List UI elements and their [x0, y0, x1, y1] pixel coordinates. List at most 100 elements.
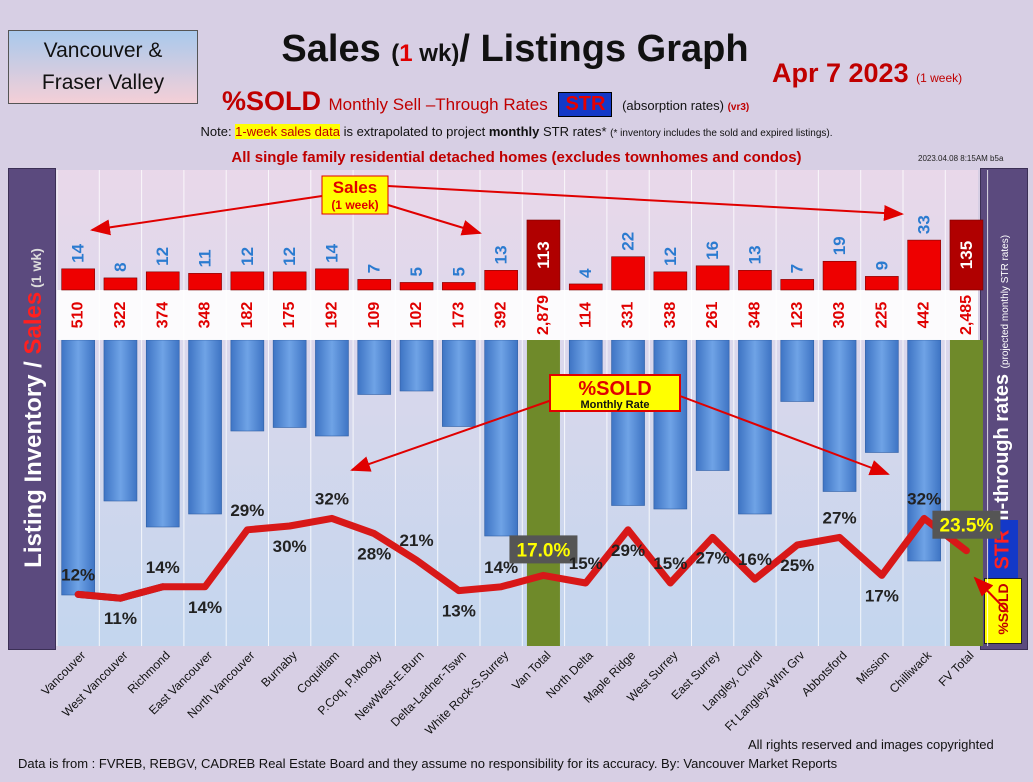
sales-value-label: 14: [69, 243, 88, 262]
sales-value-label: 5: [407, 267, 426, 276]
sales-bar: [399, 282, 434, 291]
sales-value-label: 11: [196, 249, 215, 267]
inventory-bar: [780, 339, 815, 402]
inventory-value-label: 303: [831, 302, 848, 329]
inventory-value-label: 510: [70, 302, 87, 329]
region-box: Vancouver & Fraser Valley: [8, 30, 198, 104]
sales-value-label: 12: [280, 247, 299, 266]
sales-bar: [442, 282, 476, 291]
str-value-label: 16%: [738, 550, 772, 569]
str-value-label: 17%: [865, 586, 899, 605]
str-value-label: 27%: [823, 508, 857, 527]
footer-source: Data is from : FVREB, REBGV, CADREB Real…: [18, 756, 838, 771]
subtitle-str-badge: STR: [558, 92, 613, 117]
inventory-bar: [399, 339, 434, 392]
sales-value-label: 4: [576, 268, 595, 278]
str-value-label: 14%: [188, 598, 222, 617]
date-small: (1 week): [916, 71, 963, 85]
inventory-value-label: 182: [239, 302, 256, 329]
note-line: Note: 1-week sales data is extrapolated …: [0, 124, 1033, 139]
subtitle-text: Monthly Sell –Through Rates: [328, 95, 553, 114]
sales-bar: [822, 260, 857, 291]
inventory-bar: [611, 339, 645, 506]
str-value-label: 29%: [230, 501, 264, 520]
inventory-bar: [272, 339, 307, 428]
str-value-label: 25%: [780, 556, 814, 575]
category-label: Burnaby: [258, 648, 300, 690]
inventory-bar: [103, 339, 138, 502]
sales-value-label: 19: [830, 236, 849, 255]
inventory-value-label: 173: [450, 302, 467, 329]
inventory-bar: [315, 339, 349, 437]
sold-arrow-1: [350, 399, 553, 472]
sales-value-label: 22: [619, 232, 638, 251]
inventory-value-label: 192: [323, 302, 340, 329]
str-value-label: 11%: [104, 609, 137, 628]
sales-callout-box: [321, 175, 389, 215]
category-label: Ft Langley-Wlnt Grv: [722, 648, 807, 733]
category-label: FV Total: [936, 648, 977, 689]
sales-value-label: 14: [322, 243, 341, 262]
sales-bar: [526, 219, 561, 291]
sales-value-label: 33: [915, 215, 934, 234]
sales-bar: [611, 256, 645, 291]
sales-value-label: 8: [111, 262, 130, 271]
sales-arrow-2: [387, 204, 482, 236]
subtitle: %SOLD Monthly Sell –Through Rates STR (a…: [222, 86, 749, 117]
sales-callout-title: Sales: [333, 178, 377, 197]
inventory-value-label: 114: [577, 302, 594, 328]
note-highlight: 1-week sales data: [235, 124, 340, 139]
sales-bar: [272, 271, 307, 291]
inventory-bar: [822, 339, 857, 492]
str-value-label: 27%: [696, 548, 730, 567]
inventory-bar: [738, 339, 772, 515]
str-value-label: 13%: [442, 602, 476, 621]
timestamp: 2023.04.08 8:15AM b5a: [918, 154, 1004, 163]
str-total-box: [932, 510, 1001, 539]
sales-bar: [61, 268, 95, 291]
inventory-bar: [61, 339, 95, 596]
sales-value-label: 5: [449, 267, 468, 276]
sales-bar: [949, 219, 984, 291]
note-a: Note:: [200, 124, 236, 139]
str-total-label: 17.0%: [517, 540, 571, 561]
sales-bar: [907, 239, 941, 291]
subtitle-pct: %SOLD: [222, 86, 329, 116]
title-part-a: Sales: [281, 28, 392, 70]
str-value-label: 14%: [146, 558, 180, 577]
sales-bar: [230, 271, 265, 291]
page-title: Sales (1 wk)/ Listings Graph: [225, 28, 805, 71]
sales-value-label: 9: [872, 261, 891, 270]
inventory-value-label: 374: [154, 302, 171, 329]
note-bold: monthly: [488, 124, 540, 139]
inventory-bar: [357, 339, 392, 395]
inventory-value-label: 261: [704, 302, 721, 329]
sales-value-label: 12: [153, 247, 172, 266]
sales-bar: [315, 268, 349, 291]
note-tiny: (* inventory includes the sold and expir…: [610, 128, 833, 139]
inventory-value-label: 225: [873, 302, 890, 329]
sales-bar: [103, 277, 138, 291]
str-line: [74, 514, 970, 602]
inventory-value-label: 442: [916, 302, 933, 329]
subtitle-version: (vr3): [727, 102, 750, 113]
str-value-label: 15%: [569, 554, 603, 573]
inventory-bar: [865, 339, 899, 453]
inventory-bar: [442, 339, 476, 427]
inventory-bar: [484, 339, 518, 537]
sold-arrow-3: [973, 576, 1009, 613]
sales-value-label: 13: [492, 245, 511, 264]
note-b: is extrapolated to project: [339, 124, 489, 139]
inventory-value-label: 102: [408, 302, 425, 329]
inventory-bar: [188, 339, 222, 515]
sales-bar: [188, 273, 222, 291]
left-panel: [8, 168, 56, 650]
report-date: Apr 7 2023 (1 week): [772, 58, 962, 89]
inventory-value-label: 175: [281, 302, 298, 329]
sold-callout-sub: Monthly Rate: [580, 399, 649, 411]
category-label: Abbotsford: [799, 648, 850, 699]
sales-bar: [145, 271, 180, 291]
sales-value-label: 113: [534, 241, 553, 268]
inventory-bar: [949, 340, 983, 646]
